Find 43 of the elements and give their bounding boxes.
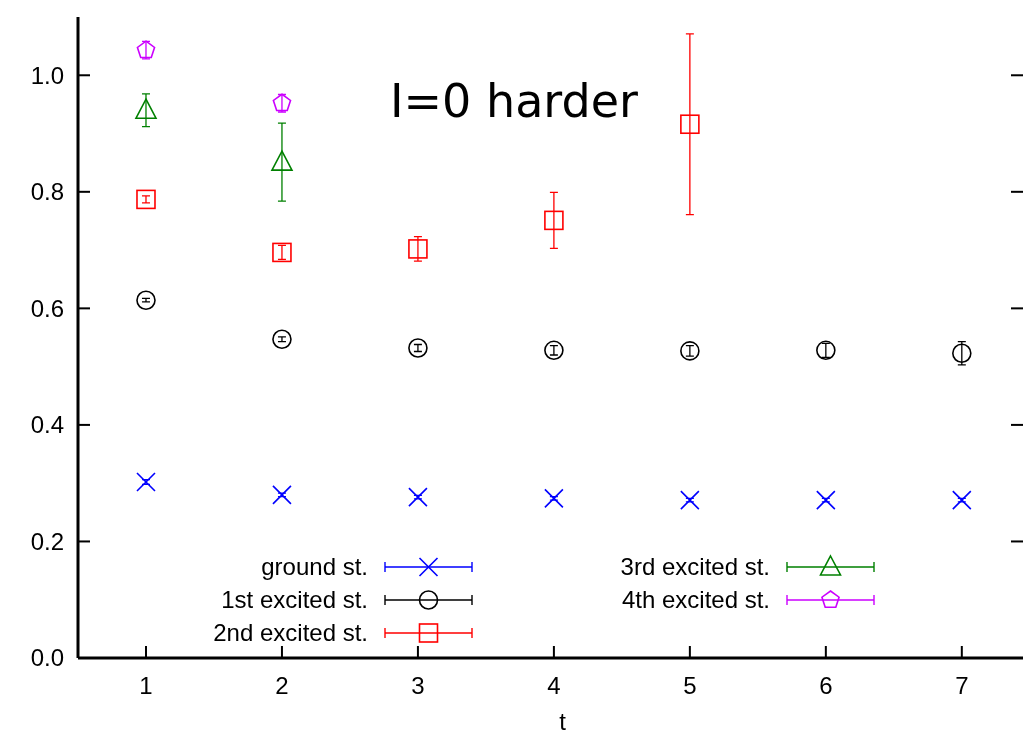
point	[544, 340, 564, 361]
y-tick-label: 0.0	[30, 644, 64, 672]
point	[272, 485, 292, 505]
point	[680, 114, 700, 135]
x-tick-label: 1	[139, 672, 153, 699]
y-tick-label: 1.0	[30, 61, 64, 89]
point	[544, 210, 564, 231]
legend-label: 2nd excited st.	[213, 619, 368, 647]
point	[271, 150, 293, 171]
legend-label: 4th excited st.	[621, 586, 770, 614]
annotation: I=0 harder	[390, 74, 638, 128]
point	[272, 329, 292, 350]
point	[135, 98, 157, 120]
point	[272, 93, 292, 112]
point	[272, 242, 292, 263]
point	[544, 488, 564, 509]
x-tick-label: 5	[683, 672, 697, 699]
point	[408, 239, 428, 259]
point	[816, 340, 836, 361]
legend-label: 1st excited st.	[221, 586, 368, 614]
point	[816, 490, 836, 510]
y-tick-label: 0.2	[30, 527, 64, 555]
x-tick-label: 2	[275, 672, 289, 699]
point	[952, 343, 972, 364]
x-tick-label: 6	[819, 672, 833, 699]
y-tick-label: 0.8	[30, 178, 64, 206]
y-tick-label: 0.4	[30, 411, 64, 439]
x-tick-label: 7	[955, 672, 969, 699]
y-tick-label: 0.6	[30, 294, 64, 322]
point	[136, 472, 156, 492]
point	[408, 338, 428, 358]
point	[408, 487, 428, 507]
x-tick-label: 4	[547, 672, 561, 699]
x-axis-title: t	[559, 708, 567, 734]
point	[952, 490, 972, 510]
point	[136, 40, 156, 59]
point	[136, 189, 156, 210]
point	[680, 341, 700, 361]
legend-label: ground st.	[261, 553, 368, 581]
point	[136, 290, 156, 311]
legend-label: 3rd excited st.	[620, 553, 770, 581]
point	[680, 490, 700, 510]
x-tick-label: 3	[411, 672, 425, 699]
